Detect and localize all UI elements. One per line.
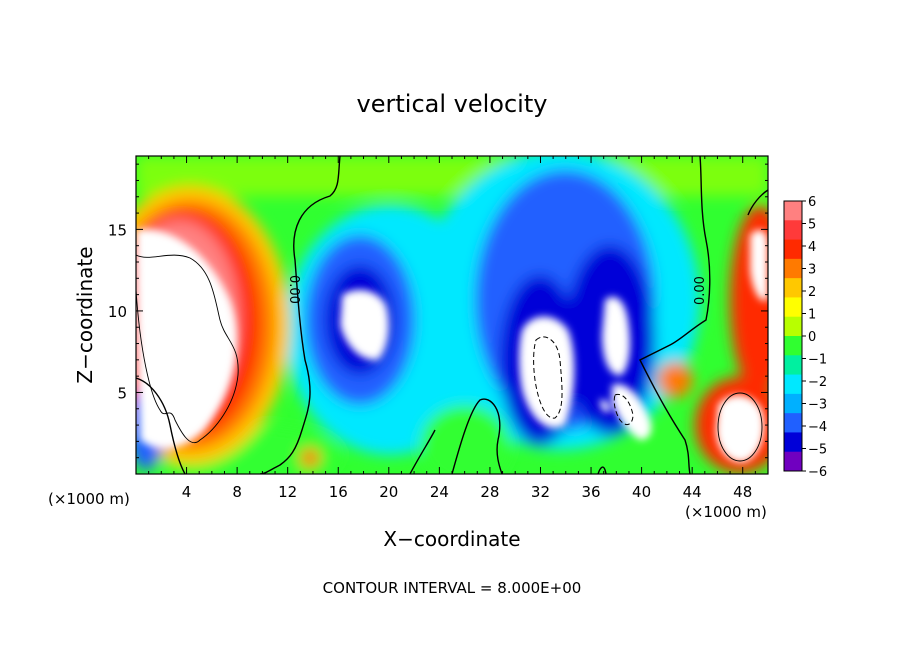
- colorbar-swatch: [784, 316, 802, 337]
- colorbar-swatch: [784, 413, 802, 433]
- colorbar: 6 5 4 3 2 1 0 −1 −2 −3 −4 −5 −6: [783, 195, 827, 480]
- contour-label-left: 0.00: [286, 275, 301, 304]
- x-tick-label: 8: [232, 483, 242, 501]
- colorbar-swatch: [784, 336, 802, 356]
- x-tick-label: 4: [182, 483, 192, 501]
- colorbar-swatch: [784, 201, 802, 221]
- colorbar-swatch: [784, 258, 802, 279]
- x-tick-label: 44: [683, 483, 702, 501]
- x-tick-label: 28: [480, 483, 499, 501]
- colorbar-label: 3: [808, 263, 816, 278]
- negative-contours: [533, 336, 634, 426]
- colorbar-swatch: [784, 393, 802, 414]
- y-ticks: [136, 163, 768, 459]
- colorbar-label: −2: [808, 375, 827, 390]
- x-axis-label: X−coordinate: [383, 527, 520, 551]
- x-tick-label: 36: [581, 483, 600, 501]
- colorbar-label: −4: [808, 420, 827, 435]
- plot-area: 0.00 0.00: [136, 156, 768, 474]
- colorbar-label: 4: [808, 240, 816, 255]
- colorbar-swatch: [784, 432, 802, 453]
- contour-lines: [136, 156, 768, 474]
- contour-labels: 0.00 0.00: [286, 275, 708, 305]
- zero-contour-left: [259, 156, 341, 474]
- colorbar-swatch: [784, 239, 802, 260]
- contour-interval-note: CONTOUR INTERVAL = 8.000E+00: [323, 579, 582, 597]
- colorbar-swatch: [784, 278, 802, 298]
- x-ticks: [148, 156, 756, 474]
- zero-contour-right: [639, 156, 711, 474]
- colorbar-swatch: [784, 451, 802, 472]
- colorbar-swatch: [784, 355, 802, 376]
- y-tick-label: 10: [108, 303, 127, 321]
- colorbar-label: 6: [808, 195, 816, 210]
- thin-contours: [136, 254, 763, 462]
- y-axis-label: Z−coordinate: [73, 246, 97, 383]
- y-tick-label: 15: [108, 221, 127, 239]
- x-tick-label: 12: [278, 483, 297, 501]
- y-tick-label: 5: [117, 384, 127, 402]
- colorbar-label: −6: [808, 465, 827, 480]
- colorbar-swatch: [784, 297, 802, 318]
- zero-contour-right-edge: [747, 189, 768, 216]
- x-tick-label: 20: [379, 483, 398, 501]
- x-tick-label: 16: [329, 483, 348, 501]
- colorbar-swatch: [784, 220, 802, 241]
- x-tick-label: 32: [531, 483, 550, 501]
- x-tick-label: 24: [430, 483, 449, 501]
- zero-contour-bottom: [597, 466, 607, 474]
- chart-title: vertical velocity: [357, 90, 548, 118]
- x-unit-right: (×1000 m): [685, 503, 767, 521]
- zero-contour-middle: [409, 398, 503, 474]
- x-tick-label: 48: [733, 483, 752, 501]
- colorbar-label: 1: [808, 308, 816, 323]
- colorbar-label: 2: [808, 285, 816, 300]
- zero-contour-left-edge: [136, 377, 186, 474]
- x-tick-label: 40: [632, 483, 651, 501]
- colorbar-label: −1: [808, 353, 827, 368]
- colorbar-label: −5: [808, 443, 827, 458]
- colorbar-label: 5: [808, 218, 816, 233]
- colorbar-label: −3: [808, 398, 827, 413]
- colorbar-label: 0: [808, 330, 816, 345]
- colorbar-swatch: [784, 374, 802, 395]
- saturation-patches: [136, 229, 768, 463]
- contour-label-right: 0.00: [693, 276, 708, 305]
- x-unit-left: (×1000 m): [48, 490, 130, 508]
